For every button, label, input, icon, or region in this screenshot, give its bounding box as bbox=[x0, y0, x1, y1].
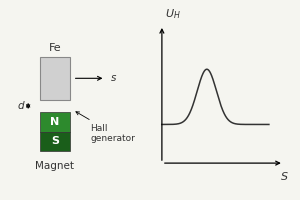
Text: N: N bbox=[50, 117, 59, 127]
Bar bbox=[40, 132, 70, 151]
Bar bbox=[40, 57, 70, 100]
Text: Magnet: Magnet bbox=[35, 161, 74, 171]
Text: $\it{U}_H$: $\it{U}_H$ bbox=[165, 7, 181, 21]
Text: S: S bbox=[51, 136, 59, 146]
Text: d: d bbox=[17, 101, 24, 111]
Text: S: S bbox=[281, 172, 288, 182]
Bar bbox=[40, 112, 70, 132]
Text: s: s bbox=[111, 73, 117, 83]
Text: Fe: Fe bbox=[49, 43, 61, 53]
Text: Hall
generator: Hall generator bbox=[76, 112, 135, 143]
